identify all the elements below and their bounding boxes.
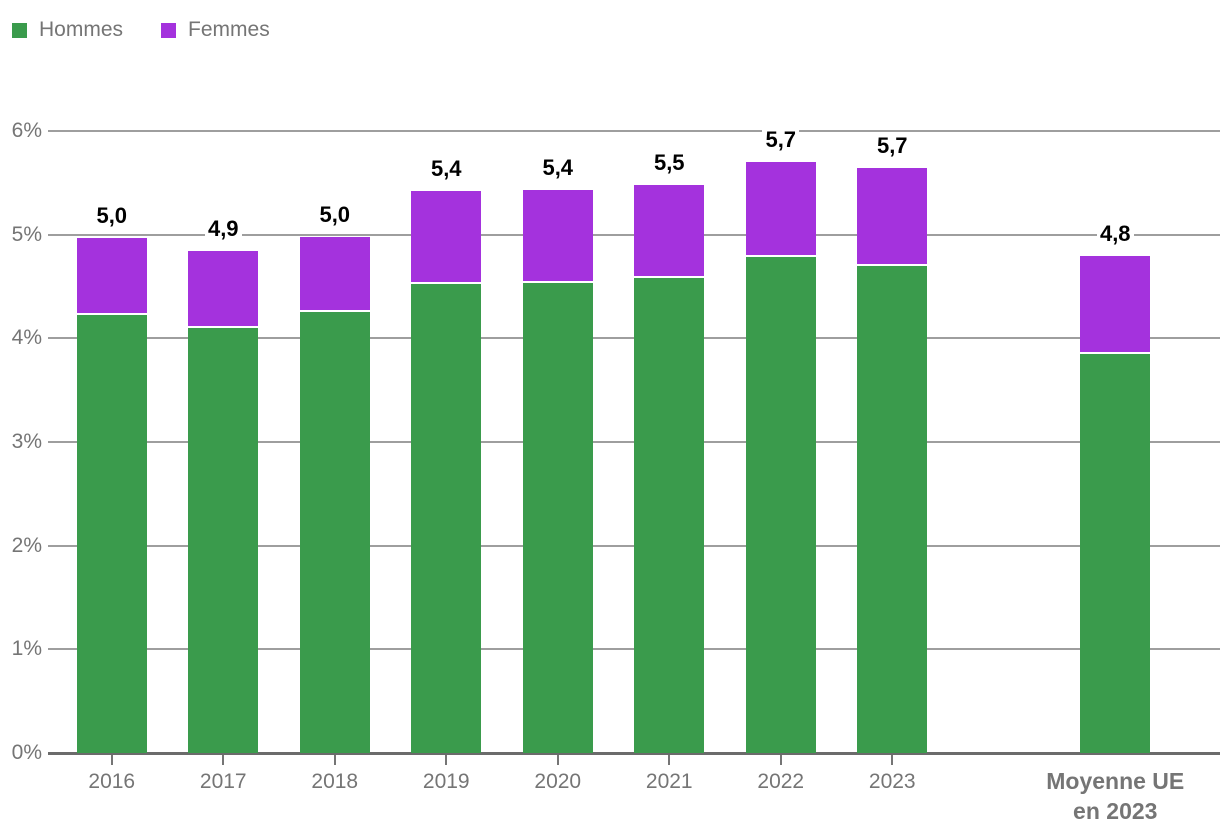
- y-axis-label-1%: 1%: [11, 637, 42, 661]
- x-axis-baseline: [48, 751, 1220, 755]
- bar-segment-hommes-2016[interactable]: [76, 315, 147, 753]
- bar-segment-femmes-2016[interactable]: [76, 237, 147, 316]
- bar-segment-femmes-Moyenne UE[interactable]: [1080, 256, 1151, 354]
- bar-segment-femmes-2023[interactable]: [857, 168, 928, 266]
- x-axis-label-2019: 2019: [422, 770, 470, 793]
- bar-segment-hommes-2017[interactable]: [188, 327, 259, 753]
- total-value-label-2021: 5,5: [619, 149, 719, 175]
- bar-segment-femmes-2020[interactable]: [522, 189, 593, 284]
- bar-segment-femmes-2019[interactable]: [411, 190, 482, 285]
- bar-segment-hommes-Moyenne UE[interactable]: [1080, 353, 1151, 753]
- y-axis-label-6%: 6%: [11, 118, 42, 142]
- y-axis-label-3%: 3%: [11, 429, 42, 453]
- legend: Hommes Femmes: [12, 18, 270, 42]
- y-axis-label-4%: 4%: [11, 326, 42, 350]
- x-axis-label-2023: 2023: [868, 770, 916, 793]
- femmes-color-swatch: [161, 22, 177, 38]
- bar-segment-femmes-2022[interactable]: [745, 161, 816, 258]
- hommes-color-swatch: [12, 22, 27, 38]
- bar-segment-femmes-2021[interactable]: [634, 184, 705, 279]
- bar-segment-hommes-2021[interactable]: [634, 278, 705, 753]
- gridline-3%: [48, 440, 1220, 443]
- gridline-2%: [48, 544, 1220, 547]
- y-axis-label-5%: 5%: [11, 222, 42, 246]
- x-axis-tick-2023: [891, 754, 894, 765]
- x-axis-label-2018: 2018: [311, 770, 359, 793]
- gridline-4%: [48, 337, 1220, 340]
- gridline-5%: [48, 233, 1220, 236]
- bar-segment-hommes-2019[interactable]: [411, 284, 482, 753]
- x-axis-tick-2022: [779, 754, 782, 765]
- total-value-label-2022: 5,7: [731, 126, 831, 152]
- total-value-label-Moyenne UE: 4,8: [1065, 221, 1165, 247]
- legend-item-hommes[interactable]: Hommes: [12, 18, 123, 42]
- total-value-label-2020: 5,4: [508, 154, 608, 180]
- x-axis-tick-2016: [110, 754, 113, 765]
- x-axis-tick-2017: [222, 754, 225, 765]
- gridline-1%: [48, 648, 1220, 651]
- legend-label-femmes: Femmes: [188, 18, 270, 41]
- bar-segment-hommes-2020[interactable]: [522, 283, 593, 753]
- legend-item-femmes[interactable]: Femmes: [161, 18, 270, 42]
- y-axis-label-0%: 0%: [11, 741, 42, 764]
- total-value-label-2018: 5,0: [285, 201, 385, 227]
- x-axis-label-moyenne-ue: Moyenne UE en 2023: [1046, 768, 1185, 820]
- total-value-label-2017: 4,9: [173, 216, 273, 242]
- bar-segment-hommes-2022[interactable]: [745, 257, 816, 753]
- legend-label-hommes: Hommes: [39, 18, 124, 41]
- x-axis-label-2022: 2022: [757, 770, 805, 793]
- x-axis-label-2021: 2021: [645, 770, 693, 793]
- x-axis-label-2017: 2017: [199, 770, 247, 793]
- total-value-label-2019: 5,4: [396, 155, 496, 181]
- bar-segment-hommes-2023[interactable]: [857, 265, 928, 753]
- total-value-label-2023: 5,7: [842, 133, 942, 159]
- bar-segment-hommes-2018[interactable]: [299, 312, 370, 753]
- y-axis-label-2%: 2%: [11, 533, 42, 557]
- x-axis-tick-2018: [333, 754, 336, 765]
- x-axis-label-2020: 2020: [534, 770, 582, 793]
- x-axis-tick-2021: [668, 754, 671, 765]
- total-value-label-2016: 5,0: [62, 202, 162, 228]
- x-axis-label-2016: 2016: [88, 770, 136, 793]
- bar-segment-femmes-2017[interactable]: [188, 251, 259, 328]
- x-axis-tick-2020: [556, 754, 559, 765]
- gridline-6%: [48, 129, 1220, 132]
- x-axis-tick-2019: [445, 754, 448, 765]
- bar-segment-femmes-2018[interactable]: [299, 236, 370, 313]
